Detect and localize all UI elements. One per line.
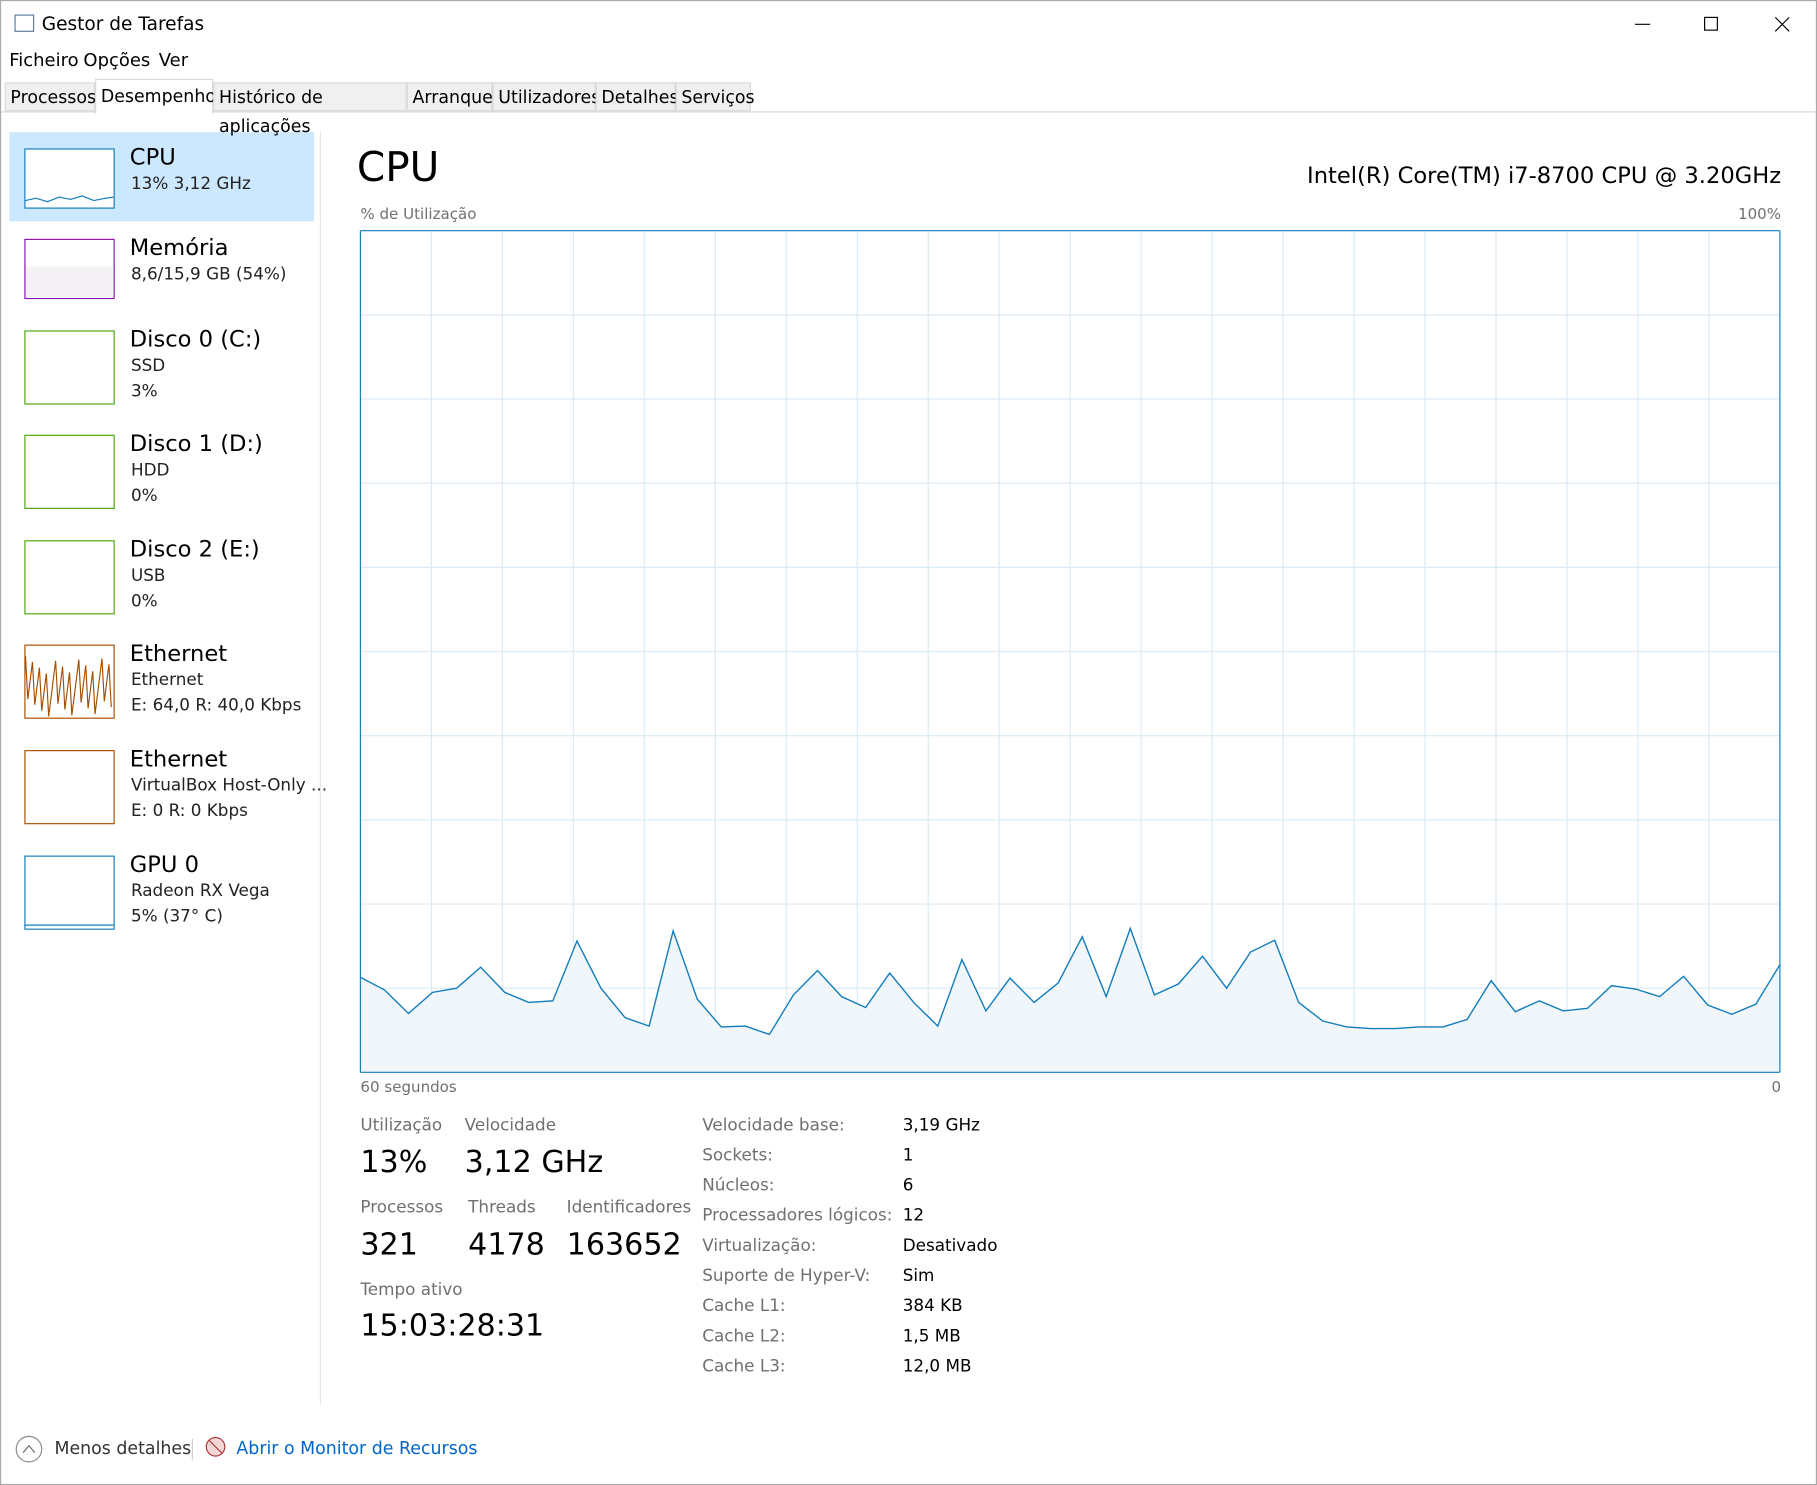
detail-label: Processadores lógicos: [702, 1206, 893, 1226]
close-button[interactable] [1774, 16, 1790, 32]
sidebar-detail: HDD [130, 461, 170, 480]
stat-label: Tempo ativo [360, 1281, 463, 1300]
stat-label: Identificadores [566, 1198, 692, 1218]
stat-label: Threads [468, 1198, 536, 1218]
sidebar-detail: 8,6/15,9 GB (54%) [130, 265, 287, 285]
window-title: Gestor de Tarefas [41, 12, 205, 35]
stat-label: Processos [360, 1198, 444, 1218]
stat-value: 15:03:28:31 [360, 1308, 545, 1344]
detail-value: 12 [902, 1206, 925, 1226]
sidebar-detail: 5% (37° C) [130, 907, 223, 927]
tab[interactable]: Utilizadores [492, 82, 600, 112]
detail-value: 384 KB [902, 1297, 963, 1316]
thumbnail [24, 855, 115, 930]
tab[interactable]: Serviços [675, 82, 755, 112]
menu-item[interactable]: Opções [83, 49, 151, 71]
stat-value: 321 [360, 1227, 418, 1263]
sidebar-detail: 0% [130, 486, 158, 506]
sidebar-title: CPU [129, 143, 176, 171]
monitor-icon-slash [208, 1439, 223, 1455]
stat-value: 4178 [468, 1227, 545, 1263]
thumbnail [24, 330, 115, 405]
graph-x-start: 60 segundos [360, 1079, 457, 1097]
detail-value: 1 [902, 1146, 914, 1166]
stat-value: 3,12 GHz [464, 1145, 604, 1181]
detail-label: Suporte de Hyper-V: [702, 1267, 871, 1286]
sidebar-title: GPU 0 [129, 850, 200, 878]
menu-item[interactable]: Ficheiro [9, 49, 79, 71]
detail-label: Sockets: [702, 1146, 773, 1166]
sidebar-title: Ethernet [129, 745, 228, 773]
cpu-area [360, 928, 1780, 1073]
chevron [22, 1444, 36, 1453]
sidebar-title: Disco 2 (E:) [129, 535, 260, 563]
sidebar-detail: VirtualBox Host-Only ... [130, 776, 328, 796]
tab[interactable]: Histórico de aplicações [213, 82, 407, 137]
tab[interactable]: Arranque [406, 82, 493, 112]
detail-value: 3,19 GHz [902, 1116, 980, 1135]
maximize-button[interactable] [1704, 16, 1718, 31]
detail-label: Cache L3: [702, 1357, 786, 1377]
thumbnail-fill [25, 266, 114, 298]
sidebar-detail: Radeon RX Vega [130, 882, 270, 901]
less-details[interactable]: Menos detalhes [54, 1437, 192, 1459]
detail-value: 1,5 MB [902, 1327, 961, 1346]
cpu-model: Intel(R) Core(TM) i7-8700 CPU @ 3.20GHz [1307, 162, 1782, 189]
detail-value: 12,0 MB [902, 1357, 972, 1377]
detail-label: Cache L1: [702, 1297, 786, 1316]
detail-label: Cache L2: [702, 1327, 786, 1346]
thumbnail-line [24, 656, 112, 717]
detail-label: Velocidade base: [702, 1116, 845, 1135]
thumbnail [24, 750, 115, 825]
section-title: CPU [356, 144, 440, 192]
stat-value: 163652 [566, 1227, 682, 1263]
stat-label: Utilização [360, 1116, 443, 1135]
graph-y-label: % de Utilização [360, 206, 477, 224]
less-details-icon[interactable] [15, 1435, 43, 1463]
graph-y-max: 100% [1738, 206, 1782, 224]
sidebar-detail: 0% [130, 592, 158, 611]
cpu-line [360, 926, 1781, 1036]
stat-value: 13% [360, 1145, 428, 1181]
sidebar-title: Ethernet [129, 639, 228, 667]
detail-value: 6 [902, 1176, 914, 1196]
thumbnail-line [25, 195, 114, 203]
resource-monitor-link[interactable]: Abrir o Monitor de Recursos [236, 1437, 478, 1459]
thumbnail [24, 148, 115, 209]
detail-label: Núcleos: [702, 1176, 775, 1196]
thumbnail [24, 540, 115, 615]
stat-label: Velocidade [464, 1116, 557, 1135]
sidebar-detail: USB [130, 566, 166, 586]
tab[interactable]: Detalhes [595, 82, 679, 112]
sidebar-detail: E: 0 R: 0 Kbps [130, 802, 248, 821]
menu-item[interactable]: Ver [158, 49, 189, 71]
sidebar-detail: SSD [130, 357, 166, 376]
sidebar-title: Disco 0 (C:) [129, 325, 262, 353]
tab-selected[interactable]: Desempenho [95, 78, 216, 114]
detail-value: Sim [902, 1267, 935, 1286]
app-icon [14, 14, 35, 32]
graph-x-end: 0 [1771, 1079, 1782, 1097]
sidebar-title: Memória [129, 234, 229, 261]
sidebar-detail: 13% 3,12 GHz [130, 175, 251, 194]
detail-label: Virtualização: [702, 1236, 817, 1256]
sidebar-detail: Ethernet [130, 671, 204, 690]
thumbnail [24, 434, 115, 509]
sidebar-detail: 3% [130, 382, 158, 402]
detail-value: Desativado [902, 1236, 998, 1256]
sidebar-detail: E: 64,0 R: 40,0 Kbps [130, 696, 302, 716]
tab[interactable]: Processos [4, 82, 96, 112]
sidebar-title: Disco 1 (D:) [129, 430, 263, 457]
